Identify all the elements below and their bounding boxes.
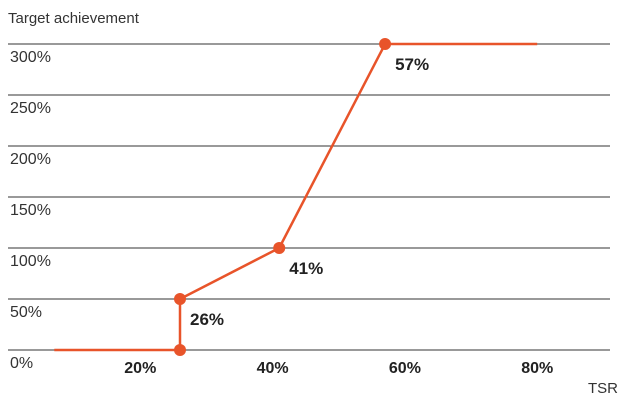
y-tick-label-50: 50% bbox=[10, 304, 42, 321]
y-tick-label-300: 300% bbox=[10, 49, 51, 66]
data-label-1: 41% bbox=[289, 259, 323, 278]
data-labels: 26% 41% 57% bbox=[190, 55, 429, 329]
data-label-0: 26% bbox=[190, 310, 224, 329]
data-point-1 bbox=[174, 344, 186, 356]
x-tick-label-80: 80% bbox=[521, 360, 553, 377]
data-point-4 bbox=[379, 38, 392, 50]
series-line-0 bbox=[54, 42, 538, 352]
x-tick-label-40: 40% bbox=[257, 360, 289, 377]
data-point-3 bbox=[273, 242, 286, 254]
y-axis-title: Target achievement bbox=[8, 10, 140, 27]
y-axis-ticks: 0% 50% 100% 150% 200% 250% 300% bbox=[10, 49, 51, 372]
y-tick-label-100: 100% bbox=[10, 253, 51, 270]
x-tick-label-60: 60% bbox=[389, 360, 421, 377]
y-tick-label-0: 0% bbox=[10, 355, 33, 372]
data-label-2: 57% bbox=[395, 55, 429, 74]
x-tick-label-20: 20% bbox=[124, 360, 156, 377]
x-axis-ticks: 20% 40% 60% 80% bbox=[124, 360, 553, 377]
y-tick-label-200: 200% bbox=[10, 151, 51, 168]
x-axis-title: TSR bbox=[588, 380, 618, 397]
y-tick-label-250: 250% bbox=[10, 100, 51, 117]
data-point-2 bbox=[174, 293, 186, 305]
gridlines bbox=[8, 43, 610, 351]
series-layer bbox=[54, 38, 538, 356]
y-tick-label-150: 150% bbox=[10, 202, 51, 219]
